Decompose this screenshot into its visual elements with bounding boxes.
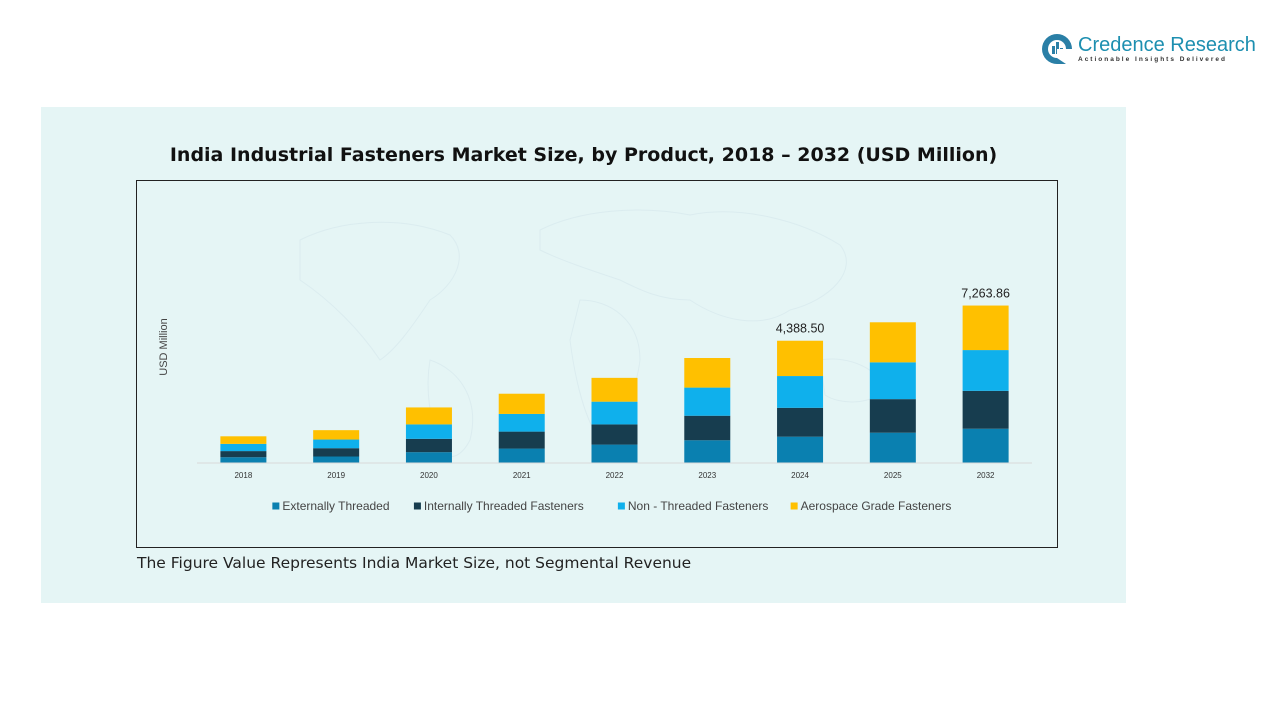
x-tick-label: 2018 — [234, 471, 252, 480]
chart-frame — [136, 180, 1058, 548]
bar-segment — [869, 362, 916, 400]
bar-segment — [962, 390, 1009, 429]
legend-label: Externally Threaded — [282, 499, 389, 513]
bar-segment — [405, 452, 452, 463]
credence-logo-icon — [1042, 34, 1074, 66]
data-label: 4,388.50 — [776, 322, 825, 336]
bar-segment — [220, 451, 267, 458]
bar-segment — [498, 431, 545, 449]
bar-segment — [498, 393, 545, 414]
y-axis-label: USD Million — [158, 318, 170, 375]
x-tick-label: 2021 — [513, 471, 531, 480]
bar-segment — [498, 448, 545, 463]
legend-swatch — [413, 502, 421, 510]
bar-segment — [869, 322, 916, 363]
legend-label: Non - Threaded Fasteners — [628, 499, 769, 513]
bar-segment — [313, 430, 360, 440]
bar-segment — [405, 407, 452, 425]
x-tick-label: 2025 — [884, 471, 902, 480]
legend-swatch — [617, 502, 625, 510]
x-tick-label: 2023 — [698, 471, 716, 480]
chart-panel — [41, 107, 1126, 603]
bar-segment — [777, 376, 824, 408]
bar-segment — [313, 456, 360, 463]
bar-segment — [591, 401, 638, 425]
legend-label: Internally Threaded Fasteners — [424, 499, 584, 513]
x-tick-label: 2022 — [606, 471, 624, 480]
bar-segment — [869, 432, 916, 463]
bar-segment — [220, 443, 267, 452]
bar-segment — [591, 424, 638, 445]
x-tick-labels: 2018 2019 2020 2021 2022 2023 2024 2025 2032 — [234, 471, 995, 480]
brand-name: Credence Research — [1078, 34, 1256, 56]
x-tick-label: 2024 — [791, 471, 809, 480]
legend: Externally Threaded Internally Threaded F… — [272, 499, 951, 513]
data-label: 7,263.86 — [961, 287, 1010, 301]
x-tick-label: 2019 — [327, 471, 345, 480]
x-tick-label: 2020 — [420, 471, 438, 480]
x-tick-label: 2032 — [977, 471, 995, 480]
bar-segment — [405, 424, 452, 439]
bar-segment — [777, 407, 824, 437]
brand-tagline: Actionable Insights Delivered — [1078, 56, 1228, 63]
bar-segment — [313, 448, 360, 457]
bar-segment — [591, 377, 638, 402]
bar-segment — [498, 413, 545, 432]
bar-segment — [220, 457, 267, 463]
bar-segment — [405, 438, 452, 453]
data-labels: 4,388.50 7,263.86 — [776, 287, 1010, 336]
bar-segment — [313, 439, 360, 449]
legend-label: Aerospace Grade Fasteners — [801, 499, 952, 513]
bar-segment — [962, 305, 1009, 351]
legend-swatch — [272, 502, 280, 510]
bar-segment — [684, 358, 731, 388]
bar-segment — [684, 415, 731, 441]
brand-logo: Credence Research Actionable Insights De… — [1040, 32, 1256, 72]
bars-layer — [220, 305, 1009, 463]
bar-segment — [869, 399, 916, 433]
footnote: The Figure Value Represents India Market… — [137, 554, 692, 572]
chart-title: India Industrial Fasteners Market Size, … — [169, 144, 998, 166]
legend-swatch — [790, 502, 798, 510]
bar-segment — [591, 444, 638, 463]
bar-segment — [777, 436, 824, 463]
bar-segment — [684, 440, 731, 463]
bar-segment — [777, 340, 824, 377]
bar-segment — [962, 350, 1009, 391]
bar-segment — [684, 387, 731, 416]
bar-segment — [220, 436, 267, 444]
bar-segment — [962, 428, 1009, 463]
